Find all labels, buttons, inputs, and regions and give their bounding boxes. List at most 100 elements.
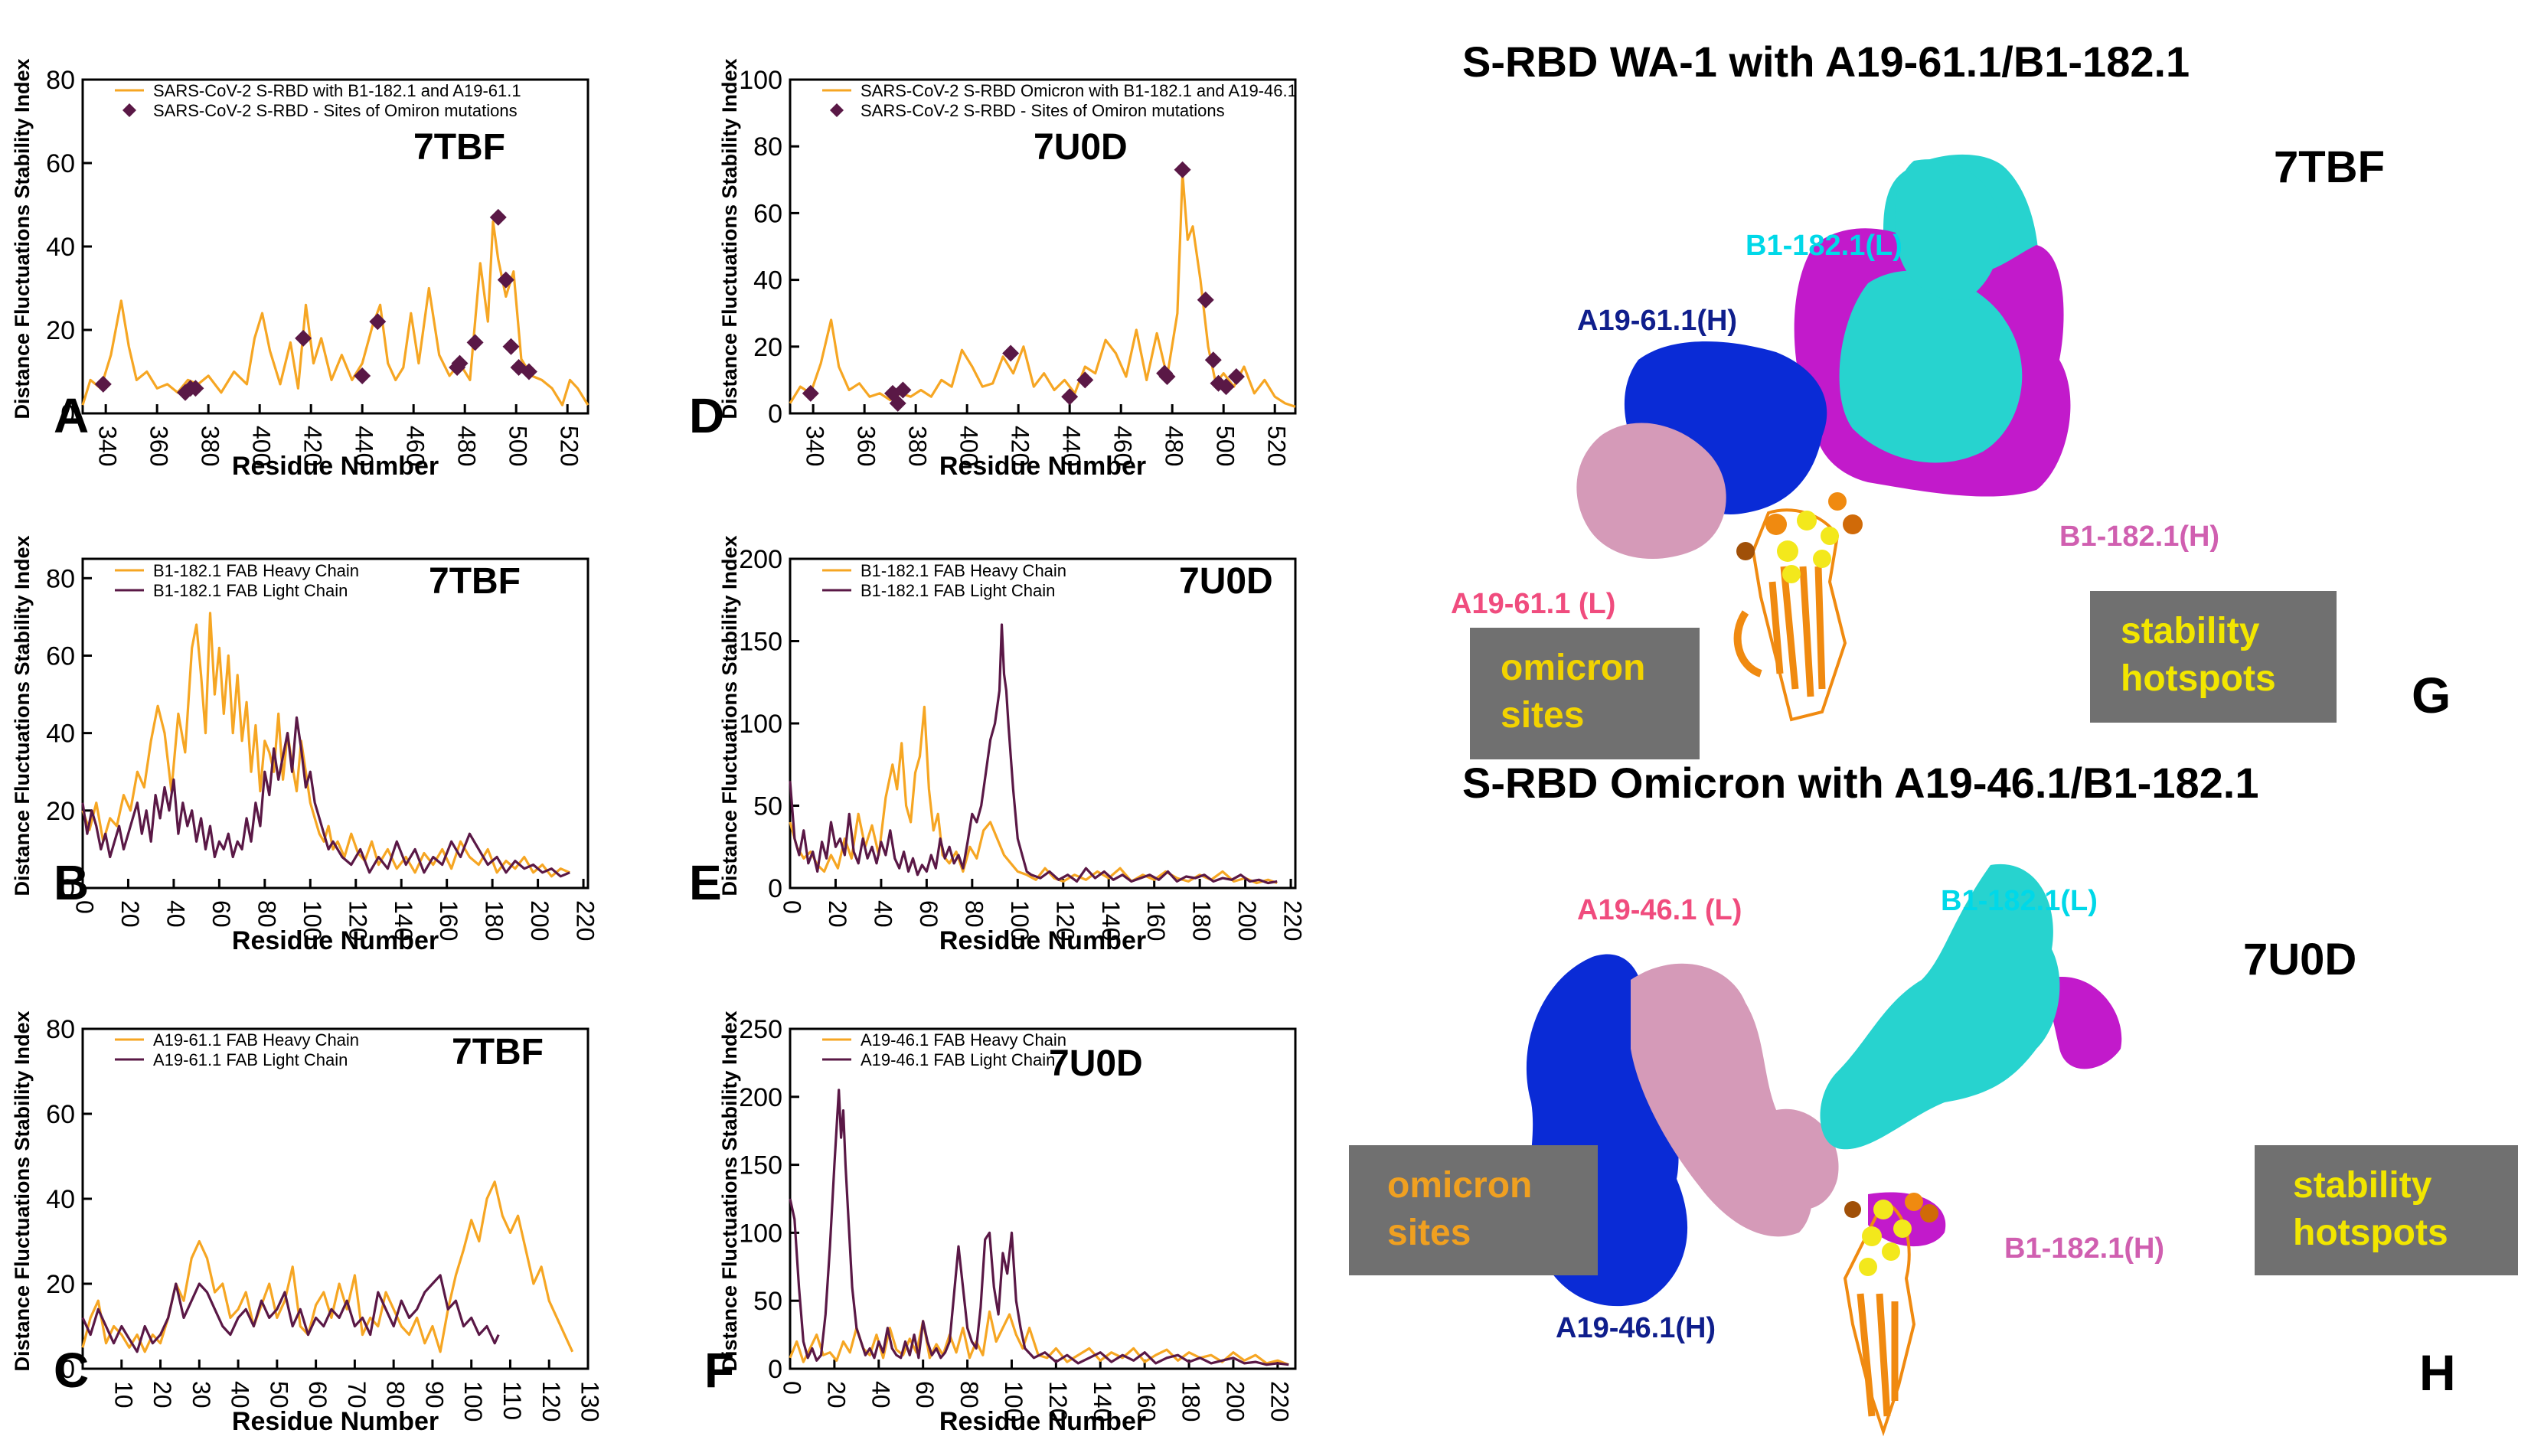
x-tick-label: 80 <box>955 1381 983 1409</box>
series-line-1 <box>81 220 589 406</box>
x-tick-label: 380 <box>904 426 932 466</box>
mutation-site-marker <box>1002 344 1020 362</box>
x-tick-label: 140 <box>390 900 417 941</box>
mutation-site-marker <box>802 384 819 402</box>
x-tick-label: 60 <box>304 1381 331 1409</box>
label-h-a19-heavy: A19-46.1(H) <box>1556 1312 1716 1344</box>
legend-label: SARS-CoV-2 S-RBD with B1-182.1 and A19-6… <box>153 81 521 100</box>
plot-frame <box>81 78 589 415</box>
label-a19-light: A19-61.1 (L) <box>1451 588 1616 620</box>
legend-label: SARS-CoV-2 S-RBD Omicron with B1-182.1 a… <box>861 81 1297 100</box>
x-axis-label: Residue Number <box>939 1407 1146 1436</box>
y-tick-label: 0 <box>768 400 782 429</box>
x-tick-label: 400 <box>955 426 983 466</box>
x-tick-label: 520 <box>556 426 583 466</box>
x-tick-label: 200 <box>526 900 554 941</box>
x-tick-label: 360 <box>145 426 173 466</box>
stability-hotspots-box-h: stability hotspots <box>2255 1145 2518 1275</box>
panel-letter: F <box>704 1343 734 1398</box>
x-tick-label: 400 <box>248 426 276 466</box>
y-tick-label: 40 <box>753 266 782 295</box>
x-tick-label: 520 <box>1263 426 1291 466</box>
x-tick-label: 440 <box>351 426 378 466</box>
y-axis-label: Distance Fluctuations Stability Index <box>718 1010 741 1371</box>
label-a19-heavy: A19-61.1(H) <box>1577 305 1738 337</box>
omicron-sites-box-h: omicron sites <box>1349 1145 1598 1275</box>
y-tick-label: 250 <box>739 1015 782 1044</box>
y-tick-label: 80 <box>753 132 782 162</box>
mutation-site-marker <box>1174 161 1191 178</box>
mutation-site-marker <box>1227 368 1245 386</box>
legend-label: A19-46.1 FAB Light Chain <box>861 1050 1055 1069</box>
y-tick-label: 0 <box>768 874 782 903</box>
x-tick-label: 500 <box>1212 426 1239 466</box>
mutation-site-marker <box>489 208 507 226</box>
mutation-site-marker <box>1061 388 1079 406</box>
y-tick-label: 40 <box>46 233 75 262</box>
plot-frame <box>789 1027 1297 1370</box>
mutation-site-marker <box>369 313 387 331</box>
mutation-site-marker <box>520 363 537 380</box>
x-tick-label: 50 <box>265 1381 292 1409</box>
series-line-2 <box>789 1089 1289 1366</box>
x-tick-label: 0 <box>71 900 99 914</box>
legend-label: A19-46.1 FAB Heavy Chain <box>861 1030 1066 1050</box>
x-tick-label: 70 <box>343 1381 371 1409</box>
x-tick-label: 480 <box>453 426 481 466</box>
mutation-site-marker <box>94 375 112 393</box>
panel-letter: A <box>54 388 89 443</box>
mutation-site-marker <box>354 367 371 384</box>
x-tick-label: 480 <box>1161 426 1188 466</box>
series-line-2 <box>789 623 1278 885</box>
y-tick-label: 60 <box>753 199 782 228</box>
mutation-site-marker <box>894 381 912 399</box>
y-tick-label: 100 <box>739 710 782 739</box>
h-a19-light-surface <box>1631 963 1813 1237</box>
chart-panel-e: 0 50 100 150 200 0 20 40 60 80 100 120 140 160 180 200 2… <box>689 535 1307 955</box>
legend-label: SARS-CoV-2 S-RBD - Sites of Omiron mutat… <box>153 101 518 120</box>
x-tick-label: 180 <box>1188 900 1216 941</box>
x-tick-label: 20 <box>824 900 851 928</box>
mutation-site-marker <box>466 334 484 351</box>
x-tick-label: 0 <box>779 1381 806 1395</box>
series-line-1 <box>81 1180 574 1353</box>
x-tick-label: 420 <box>1007 426 1034 466</box>
y-tick-label: 100 <box>739 66 782 95</box>
x-tick-label: 160 <box>1142 900 1170 941</box>
y-tick-label: 0 <box>60 874 75 903</box>
chart-panel-a: 0 20 40 60 80 340 360 380 400 420 440 460 480 500 520 R… <box>11 58 589 481</box>
x-axis-label: Residue Number <box>232 926 439 955</box>
mutation-site-marker <box>187 380 204 397</box>
mutation-site-marker <box>451 354 469 372</box>
x-tick-label: 160 <box>1133 1381 1161 1422</box>
chart-panel-c: 0 20 40 60 80 10 20 30 40 50 60 70 80 90 100 110 120 130 R… <box>11 1010 604 1436</box>
y-tick-label: 40 <box>46 720 75 749</box>
x-tick-label: 100 <box>1000 1381 1027 1422</box>
x-tick-label: 40 <box>162 900 189 928</box>
series-line-1 <box>789 1310 1289 1366</box>
y-tick-label: 60 <box>46 1100 75 1129</box>
series-line-1 <box>81 612 570 878</box>
label-h-a19-light: A19-46.1 (L) <box>1577 894 1742 926</box>
plot-frame <box>81 557 589 890</box>
legend-label: B1-182.1 FAB Light Chain <box>153 581 348 600</box>
legend-label: B1-182.1 FAB Light Chain <box>861 581 1055 600</box>
y-tick-label: 100 <box>739 1219 782 1248</box>
mutation-site-marker <box>295 329 312 347</box>
x-tick-label: 180 <box>481 900 508 941</box>
legend-label: SARS-CoV-2 S-RBD - Sites of Omiron mutat… <box>861 101 1225 120</box>
y-tick-label: 80 <box>46 66 75 95</box>
panel-h-pdb: 7U0D <box>2243 935 2357 984</box>
x-tick-label: 0 <box>779 900 806 914</box>
mutation-site-marker <box>497 271 514 289</box>
x-tick-label: 140 <box>1097 900 1125 941</box>
chart-panel-d: 0 20 40 60 80 100 340 360 380 400 420 440 460 480 500 5… <box>689 58 1297 481</box>
x-tick-label: 440 <box>1058 426 1086 466</box>
mutation-site-marker <box>889 394 906 412</box>
chart-pdb-label: 7U0D <box>1049 1043 1143 1084</box>
panel-h-title: S-RBD Omicron with A19-46.1/B1-182.1 <box>1462 759 2259 807</box>
chart-pdb-label: 7U0D <box>1034 127 1128 168</box>
x-tick-label: 40 <box>867 1381 894 1409</box>
x-tick-label: 40 <box>227 1381 254 1409</box>
x-axis-label: Residue Number <box>939 926 1146 955</box>
